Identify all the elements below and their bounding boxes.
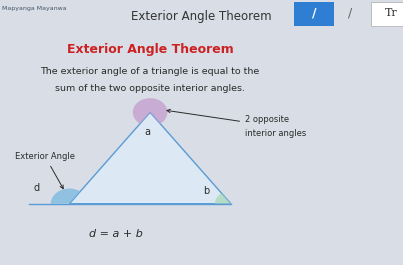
Wedge shape [51, 188, 80, 204]
Polygon shape [69, 112, 231, 204]
Text: 2 opposite: 2 opposite [245, 115, 289, 124]
Text: b: b [203, 186, 210, 196]
Text: sum of the two opposite interior angles.: sum of the two opposite interior angles. [55, 84, 245, 93]
Text: /: / [349, 7, 353, 20]
Text: Exterior Angle Theorem: Exterior Angle Theorem [67, 43, 233, 56]
Text: a: a [144, 127, 150, 137]
Wedge shape [215, 193, 231, 204]
Wedge shape [133, 98, 167, 124]
FancyBboxPatch shape [371, 2, 403, 26]
Text: /: / [312, 7, 317, 20]
Text: interior angles: interior angles [245, 129, 306, 138]
Text: d: d [33, 183, 39, 193]
Text: The exterior angle of a triangle is equal to the: The exterior angle of a triangle is equa… [40, 67, 260, 76]
Text: Tr: Tr [384, 8, 397, 18]
Text: Exterior Angle Theorem: Exterior Angle Theorem [131, 10, 272, 23]
FancyBboxPatch shape [294, 2, 334, 26]
Text: Mapyanga Mayanwa: Mapyanga Mayanwa [2, 6, 66, 11]
Text: Exterior Angle: Exterior Angle [15, 152, 75, 161]
Text: d = a + b: d = a + b [89, 229, 143, 239]
